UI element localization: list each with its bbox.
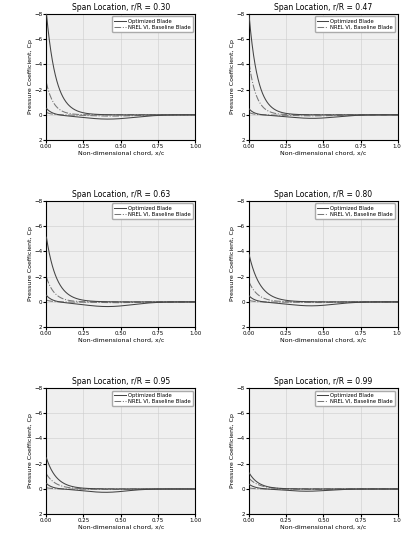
Legend: Optimized Blade, NREL VI, Baseline Blade: Optimized Blade, NREL VI, Baseline Blade [314,390,394,406]
Legend: Optimized Blade, NREL VI, Baseline Blade: Optimized Blade, NREL VI, Baseline Blade [314,16,394,32]
Title: Span Location, r/R = 0.30: Span Location, r/R = 0.30 [71,3,170,12]
Y-axis label: Pressure Coefficient, Cp: Pressure Coefficient, Cp [230,227,235,301]
Legend: Optimized Blade, NREL VI, Baseline Blade: Optimized Blade, NREL VI, Baseline Blade [111,390,192,406]
Y-axis label: Pressure Coefficient, Cp: Pressure Coefficient, Cp [28,40,32,114]
Legend: Optimized Blade, NREL VI, Baseline Blade: Optimized Blade, NREL VI, Baseline Blade [111,204,192,219]
Title: Span Location, r/R = 0.99: Span Location, r/R = 0.99 [273,377,372,387]
Legend: Optimized Blade, NREL VI, Baseline Blade: Optimized Blade, NREL VI, Baseline Blade [314,204,394,219]
Title: Span Location, r/R = 0.95: Span Location, r/R = 0.95 [71,377,170,387]
X-axis label: Non-dimensional chord, x/c: Non-dimensional chord, x/c [279,338,366,343]
Y-axis label: Pressure Coefficient, Cp: Pressure Coefficient, Cp [28,414,32,488]
Y-axis label: Pressure Coefficient, Cp: Pressure Coefficient, Cp [230,40,235,114]
Legend: Optimized Blade, NREL VI, Baseline Blade: Optimized Blade, NREL VI, Baseline Blade [111,16,192,32]
Title: Span Location, r/R = 0.80: Span Location, r/R = 0.80 [274,190,372,199]
X-axis label: Non-dimensional chord, x/c: Non-dimensional chord, x/c [77,525,164,530]
X-axis label: Non-dimensional chord, x/c: Non-dimensional chord, x/c [77,338,164,343]
Y-axis label: Pressure Coefficient, Cp: Pressure Coefficient, Cp [28,227,32,301]
X-axis label: Non-dimensional chord, x/c: Non-dimensional chord, x/c [279,151,366,156]
X-axis label: Non-dimensional chord, x/c: Non-dimensional chord, x/c [279,525,366,530]
Y-axis label: Pressure Coefficient, Cp: Pressure Coefficient, Cp [230,414,235,488]
X-axis label: Non-dimensional chord, x/c: Non-dimensional chord, x/c [77,151,164,156]
Title: Span Location, r/R = 0.63: Span Location, r/R = 0.63 [71,190,170,199]
Title: Span Location, r/R = 0.47: Span Location, r/R = 0.47 [273,3,372,12]
